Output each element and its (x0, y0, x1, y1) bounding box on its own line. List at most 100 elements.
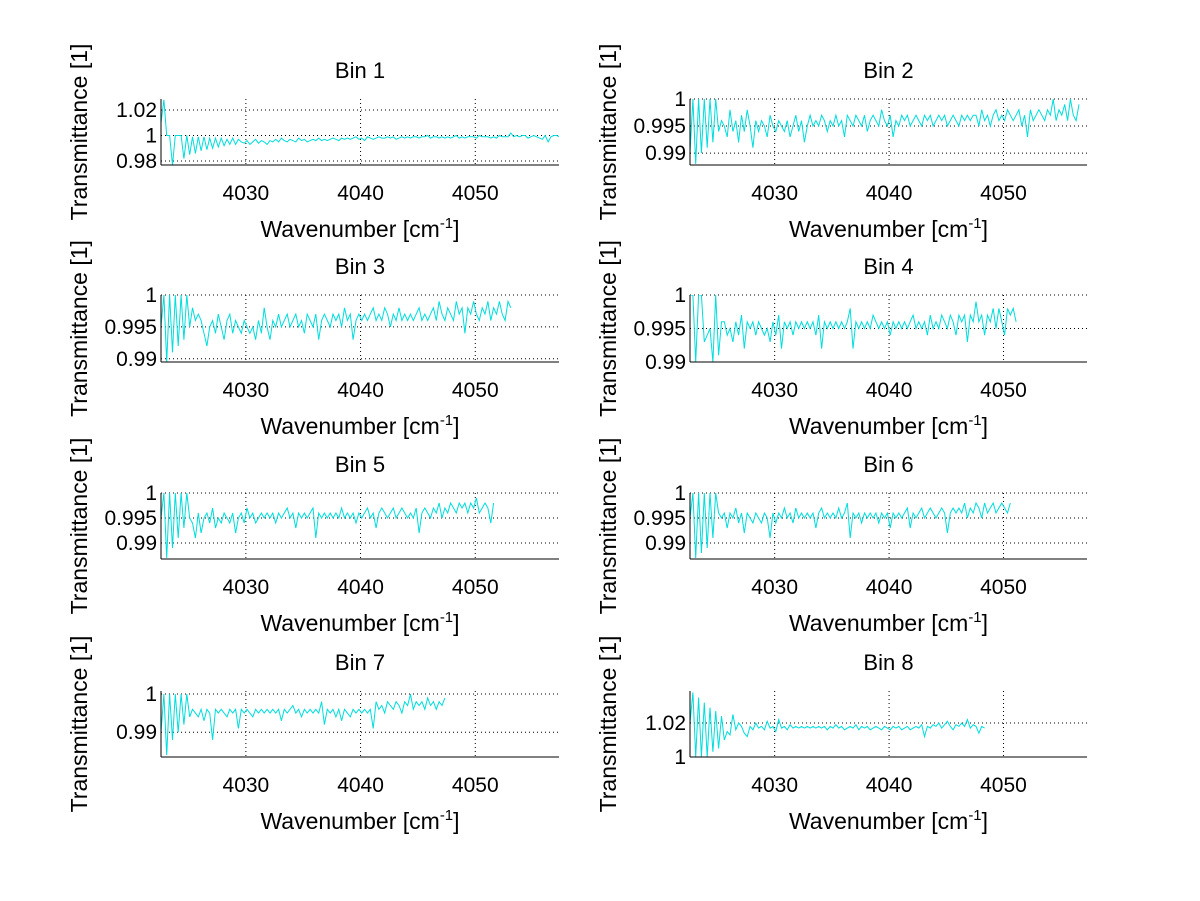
y-tick-label: 0.995 (104, 316, 157, 339)
x-axis-label-text: Wavenumber [cm (260, 216, 439, 242)
y-tick-label: 0.99 (645, 351, 686, 374)
subplot-title: Bin 6 (863, 452, 913, 477)
x-axis-label-superscript: -1 (440, 609, 453, 626)
x-tick-label: 4050 (452, 379, 499, 402)
y-tick-label: 1 (674, 482, 686, 505)
x-axis-label-end: ] (453, 413, 459, 439)
x-tick-label: 4040 (866, 774, 913, 797)
series-line-bin-4 (690, 295, 1017, 362)
x-axis-label-end: ] (982, 808, 988, 834)
series-line-bin-7 (161, 693, 446, 756)
x-tick-label: 4030 (223, 182, 270, 205)
x-axis-label-end: ] (453, 610, 459, 636)
x-axis-label: Wavenumber [cm-1] (260, 215, 459, 242)
x-tick-label: 4030 (223, 379, 270, 402)
y-tick-label: 1 (145, 125, 157, 148)
x-axis-label-superscript: -1 (440, 215, 453, 232)
y-axis-label: Transmittance [1] (595, 240, 621, 417)
y-axis-label: Transmittance [1] (595, 636, 621, 813)
y-tick-label: 0.995 (104, 507, 157, 530)
x-tick-label: 4040 (337, 774, 384, 797)
x-axis-label: Wavenumber [cm-1] (789, 412, 988, 439)
y-axis-label: Transmittance [1] (66, 636, 92, 813)
y-tick-label: 0.99 (116, 348, 157, 371)
series-line-bin-1 (161, 99, 559, 165)
subplot-title: Bin 2 (863, 58, 913, 83)
x-axis-label: Wavenumber [cm-1] (260, 807, 459, 834)
x-axis-label-end: ] (982, 216, 988, 242)
y-tick-label: 0.995 (633, 318, 686, 341)
x-tick-label: 4040 (337, 576, 384, 599)
subplot-title: Bin 3 (335, 254, 385, 279)
y-tick-label: 1 (674, 746, 686, 769)
series-line-bin-3 (161, 295, 512, 362)
x-axis-label-superscript: -1 (968, 412, 981, 429)
series-line-bin-2 (690, 99, 1080, 164)
y-tick-label: 0.99 (116, 532, 157, 555)
y-axis-label: Transmittance [1] (595, 438, 621, 615)
x-axis-label-text: Wavenumber [cm (789, 808, 968, 834)
y-tick-label: 0.995 (633, 507, 686, 530)
x-tick-label: 4030 (751, 774, 798, 797)
y-tick-label: 1 (674, 284, 686, 307)
x-axis-label: Wavenumber [cm-1] (789, 215, 988, 242)
subplot-bin-2: 4030 4040 4050 0.99 0.995 1 Bin 2 Wavenumber [c… (595, 44, 1087, 242)
x-axis-label-text: Wavenumber [cm (789, 216, 968, 242)
y-tick-label: 0.995 (633, 115, 686, 138)
y-tick-label: 1 (145, 683, 157, 706)
x-axis-label-superscript: -1 (440, 807, 453, 824)
x-axis-label: Wavenumber [cm-1] (260, 609, 459, 636)
subplot-title: Bin 1 (335, 58, 385, 83)
x-axis-label-text: Wavenumber [cm (789, 413, 968, 439)
subplot-bin-8: 4030 4040 4050 1 1.02 Bin 8 Wavenumber [cm-1] T… (595, 636, 1087, 834)
subplot-bin-7: 4030 4040 4050 0.99 1 Bin 7 Wavenumber [cm-1] T… (66, 636, 559, 834)
subplot-bin-4: 4030 4040 4050 0.99 0.995 1 Bin 4 Wavenumber [c… (595, 240, 1087, 439)
y-tick-label: 0.99 (645, 532, 686, 555)
x-tick-label: 4030 (751, 182, 798, 205)
x-tick-label: 4040 (337, 379, 384, 402)
x-tick-label: 4030 (751, 379, 798, 402)
x-axis-label-text: Wavenumber [cm (260, 808, 439, 834)
subplot-bin-1: 4030 4040 4050 0.981 1.02 Bin 1 Wavenumber [cm… (66, 44, 559, 242)
x-tick-label: 4050 (980, 774, 1027, 797)
y-tick-label: 1 (674, 88, 686, 111)
x-tick-label: 4050 (980, 576, 1027, 599)
x-axis-label: Wavenumber [cm-1] (260, 412, 459, 439)
y-tick-label: 1 (145, 284, 157, 307)
subplot-title: Bin 7 (335, 650, 385, 675)
x-axis-label: Wavenumber [cm-1] (789, 807, 988, 834)
y-axis-label: Transmittance [1] (66, 44, 92, 221)
x-axis-label-end: ] (982, 413, 988, 439)
x-axis-label-superscript: -1 (968, 807, 981, 824)
x-axis-label-end: ] (453, 808, 459, 834)
y-axis-label: Transmittance [1] (66, 240, 92, 417)
y-axis-label: Transmittance [1] (595, 44, 621, 221)
x-axis-label-text: Wavenumber [cm (260, 610, 439, 636)
subplot-title: Bin 4 (863, 254, 913, 279)
y-tick-label: 0.98 (116, 150, 157, 173)
x-axis-label-text: Wavenumber [cm (789, 610, 968, 636)
y-axis-label: Transmittance [1] (66, 438, 92, 615)
x-axis-label-superscript: -1 (968, 609, 981, 626)
series-line-bin-5 (161, 493, 495, 559)
x-tick-label: 4050 (452, 774, 499, 797)
subplot-title: Bin 5 (335, 452, 385, 477)
x-axis-label-text: Wavenumber [cm (260, 413, 439, 439)
x-tick-label: 4040 (337, 182, 384, 205)
y-tick-label: 0.99 (645, 142, 686, 165)
x-tick-label: 4030 (751, 576, 798, 599)
y-tick-label: 1 (145, 482, 157, 505)
x-tick-label: 4050 (452, 576, 499, 599)
series-line-bin-8 (690, 692, 985, 757)
series-line-bin-6 (690, 493, 1011, 559)
subplot-title: Bin 8 (863, 650, 913, 675)
subplot-bin-3: 4030 4040 4050 0.99 0.995 1 Bin 3 Wavenumber [c… (66, 240, 559, 439)
x-axis-label-end: ] (982, 610, 988, 636)
x-axis-label-end: ] (453, 216, 459, 242)
x-tick-label: 4050 (980, 182, 1027, 205)
x-tick-label: 4040 (866, 576, 913, 599)
x-axis-label-superscript: -1 (440, 412, 453, 429)
